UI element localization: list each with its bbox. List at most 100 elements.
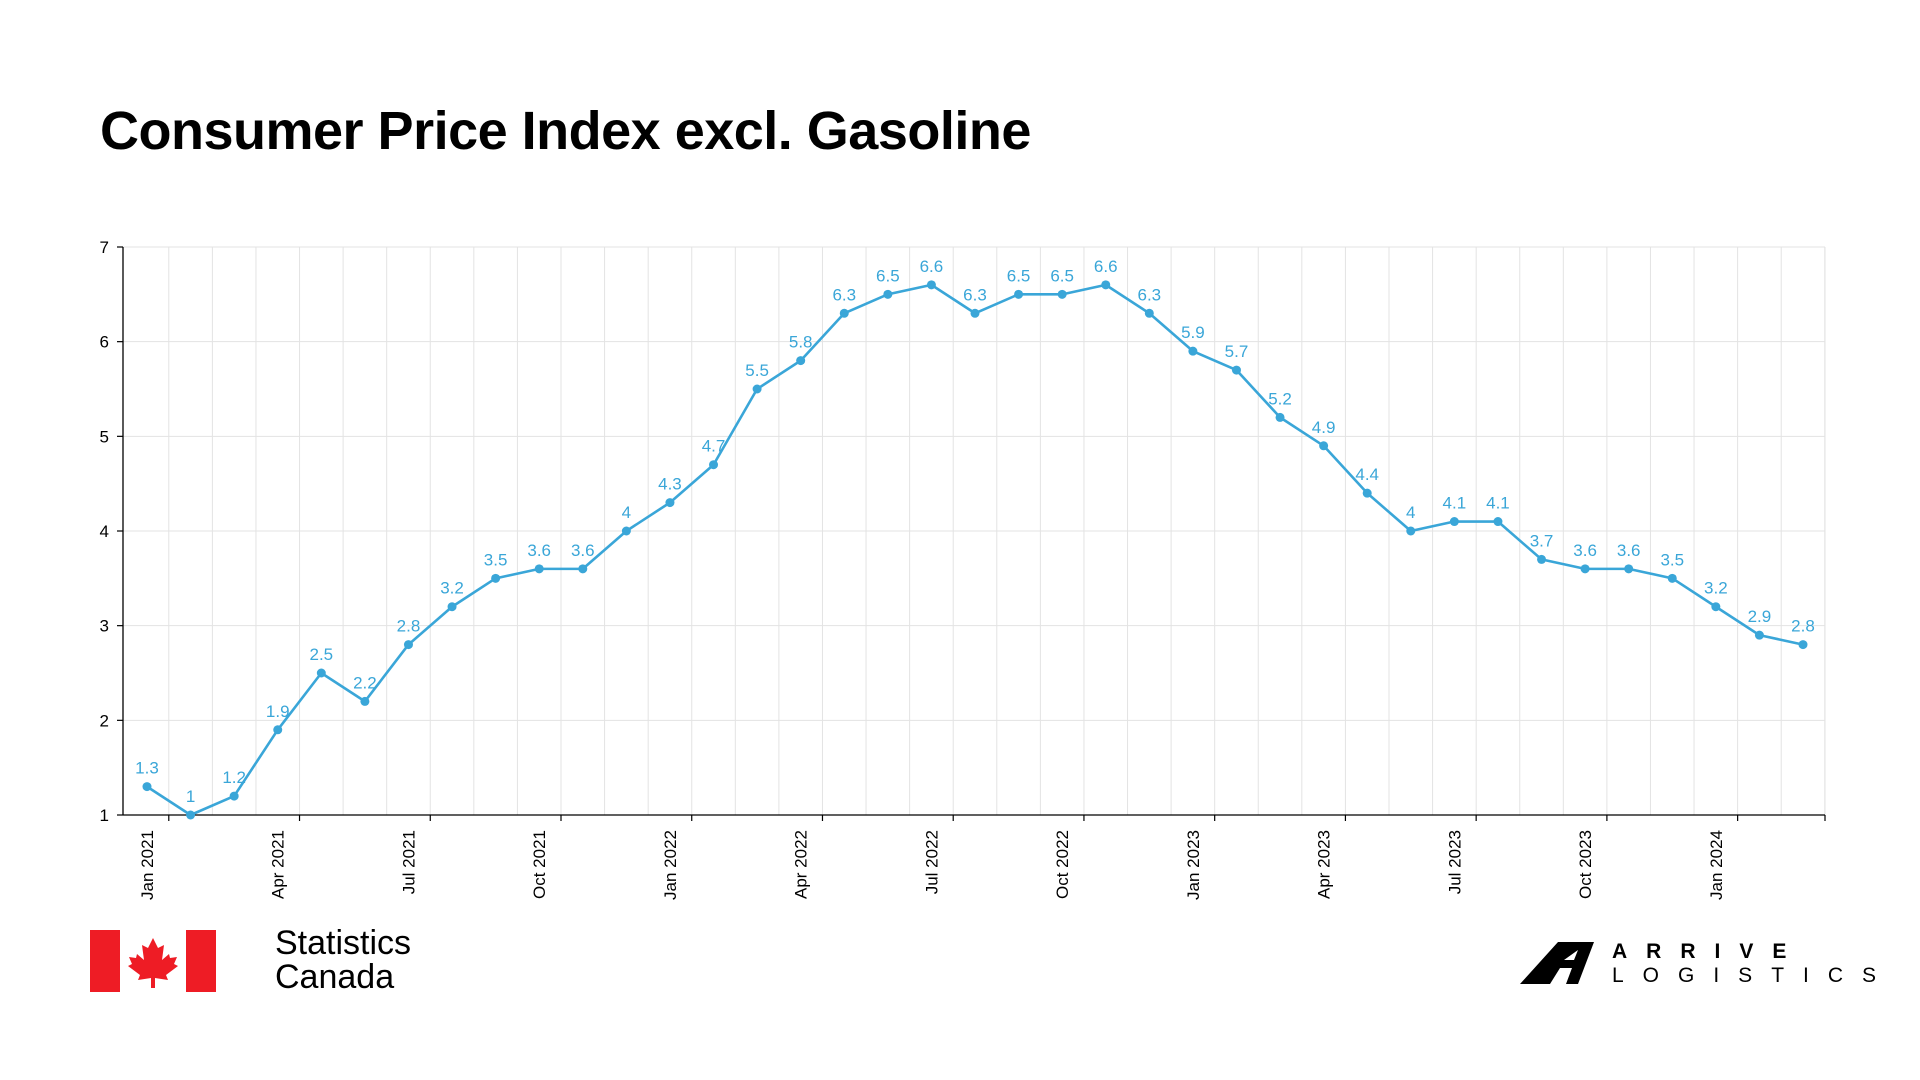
data-label: 6.3: [832, 285, 856, 304]
data-label: 3.2: [440, 579, 464, 598]
data-label: 1.2: [222, 768, 246, 787]
data-point: [403, 640, 413, 650]
data-label: 6.3: [1137, 285, 1161, 304]
data-label: 4.1: [1486, 494, 1510, 513]
data-point: [229, 791, 239, 801]
data-point: [926, 280, 936, 290]
data-label: 4: [1406, 503, 1415, 522]
x-tick-label: Apr 2022: [792, 830, 811, 899]
x-tick-label: Apr 2023: [1315, 830, 1334, 899]
data-point: [1057, 289, 1067, 299]
data-point: [1101, 280, 1111, 290]
data-point: [316, 668, 326, 678]
x-axis-ticks: Jan 2021 Apr 2021 Jul 2021 Oct 2021 Jan 2022…: [138, 815, 1826, 900]
data-point: [1231, 365, 1241, 375]
data-point: [360, 696, 370, 706]
data-label: 5.5: [745, 361, 769, 380]
y-tick-label: 2: [100, 711, 109, 730]
data-point: [186, 810, 196, 820]
data-point: [752, 384, 762, 394]
data-point: [273, 725, 283, 735]
data-label: 5.8: [789, 333, 813, 352]
x-tick-label: Jan 2021: [138, 830, 157, 900]
data-labels: 1.3 1 1.2 1.9 2.5 2.2 2.8 3.2 3.5 3.6 3.6 4 4.3 4.7 5.…: [135, 257, 1815, 806]
data-point: [970, 308, 980, 318]
data-point: [709, 460, 719, 470]
data-label: 4.7: [702, 437, 726, 456]
arrive-line2: LOGISTICS: [1612, 964, 1896, 987]
y-tick-label: 1: [100, 806, 109, 825]
data-label: 5.7: [1225, 342, 1249, 361]
arrive-wordmark: ARRIVE LOGISTICS: [1612, 940, 1895, 988]
arrive-line1: ARRIVE: [1612, 940, 1806, 963]
x-tick-label: Oct 2021: [530, 830, 549, 899]
grid: [123, 246, 1826, 815]
data-point: [1449, 517, 1459, 527]
data-label: 4.3: [658, 475, 682, 494]
data-point: [1406, 526, 1416, 536]
data-label: 6.5: [876, 266, 900, 285]
data-point: [1580, 564, 1590, 574]
y-tick-label: 5: [100, 427, 109, 446]
data-label: 5.9: [1181, 323, 1205, 342]
data-label: 3.7: [1530, 531, 1554, 550]
data-point: [1362, 488, 1372, 498]
arrive-logistics-logo: ARRIVE LOGISTICS: [1520, 940, 1876, 1010]
x-tick-label: Jul 2023: [1445, 830, 1464, 894]
data-label: 2.2: [353, 673, 377, 692]
data-point: [1624, 564, 1634, 574]
data-label: 2.9: [1748, 607, 1772, 626]
data-label: 4.4: [1355, 465, 1379, 484]
data-label: 6.6: [920, 257, 944, 276]
data-point: [1275, 412, 1285, 422]
x-tick-label: Jan 2024: [1707, 830, 1726, 900]
data-point: [534, 564, 544, 574]
data-point: [578, 564, 588, 574]
data-point: [1144, 308, 1154, 318]
statistics-canada-logo: Statistics Canada: [90, 926, 450, 1000]
data-point: [1319, 441, 1329, 451]
x-tick-label: Jul 2022: [922, 830, 941, 894]
data-label: 4.9: [1312, 418, 1336, 437]
data-label: 6.5: [1050, 266, 1074, 285]
data-label: 5.2: [1268, 389, 1292, 408]
data-label: 3.6: [1573, 541, 1597, 560]
data-label: 1.9: [266, 702, 290, 721]
arrive-logo-icon: [1520, 942, 1594, 984]
data-label: 6.5: [1007, 266, 1031, 285]
data-point: [491, 573, 501, 583]
data-point: [665, 498, 675, 508]
data-label: 4.1: [1443, 494, 1467, 513]
data-label: 4: [622, 503, 631, 522]
x-tick-label: Apr 2021: [269, 830, 288, 899]
data-label: 3.6: [571, 541, 595, 560]
data-point: [1754, 630, 1764, 640]
x-tick-label: Jul 2021: [399, 830, 418, 894]
data-label: 3.6: [527, 541, 551, 560]
data-point: [447, 602, 457, 612]
data-point: [142, 782, 152, 792]
chart-title: Consumer Price Index excl. Gasoline: [100, 101, 1031, 161]
data-label: 1: [186, 787, 195, 806]
statcan-wordmark: Statistics Canada: [275, 926, 411, 994]
data-label: 1.3: [135, 759, 159, 778]
data-point: [839, 308, 849, 318]
x-tick-label: Oct 2023: [1576, 830, 1595, 899]
data-label: 2.8: [397, 617, 421, 636]
y-axis-ticks: 1 2 3 4 5 6 7: [100, 238, 123, 825]
data-label: 3.5: [484, 550, 508, 569]
data-label: 3.6: [1617, 541, 1641, 560]
x-tick-label: Jan 2022: [661, 830, 680, 900]
data-point: [1711, 602, 1721, 612]
data-point: [1537, 554, 1547, 564]
data-point: [621, 526, 631, 536]
y-tick-label: 3: [100, 617, 109, 636]
data-point: [1014, 289, 1024, 299]
data-label: 6.3: [963, 285, 987, 304]
statcan-line2: Canada: [275, 958, 395, 996]
data-label: 6.6: [1094, 257, 1118, 276]
series: [142, 280, 1808, 820]
y-tick-label: 6: [100, 333, 109, 352]
data-point: [1798, 640, 1808, 650]
statcan-line1: Statistics: [275, 924, 412, 962]
